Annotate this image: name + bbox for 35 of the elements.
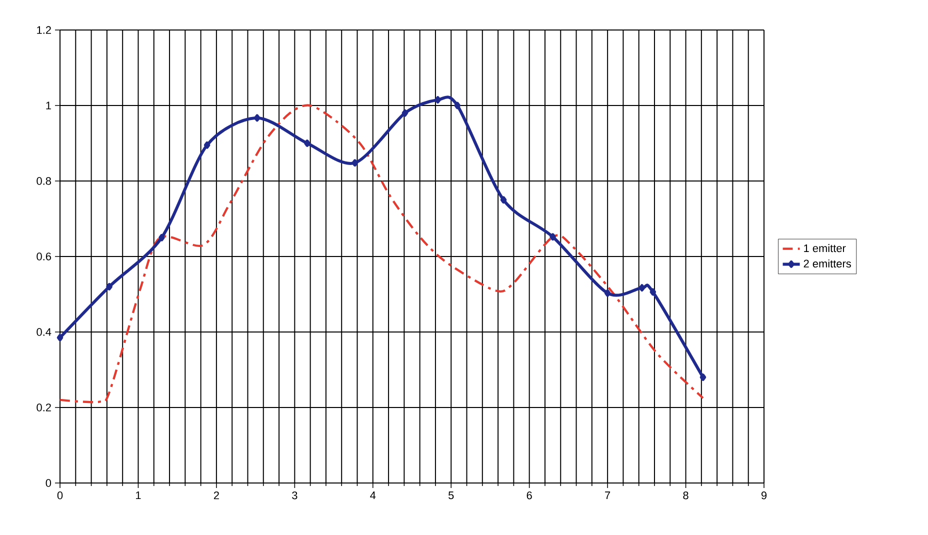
x-tick-label: 8: [683, 492, 688, 500]
legend-label: 2 emitters: [804, 259, 851, 268]
x-tick-label: 7: [605, 492, 610, 500]
point: [402, 109, 408, 117]
point: [352, 159, 358, 167]
point: [638, 284, 646, 292]
point: [304, 140, 310, 147]
y-tick-label: 1: [46, 102, 51, 110]
x-tick-label: 2: [214, 492, 219, 500]
x-tick-label: 3: [292, 492, 298, 500]
point: [434, 96, 441, 104]
point: [500, 196, 507, 204]
point: [204, 141, 210, 149]
point: [550, 233, 556, 241]
y-tick-label: 0.4: [36, 328, 52, 336]
x-tick-label: 0: [57, 492, 63, 500]
point: [158, 234, 165, 242]
point: [700, 374, 706, 381]
x-tick-label: 6: [526, 492, 532, 500]
point: [454, 102, 461, 110]
y-tick-label: 0.8: [36, 177, 52, 185]
legend-label: 1 emitter: [804, 244, 846, 252]
y-tick-label: 1.2: [37, 26, 51, 34]
point: [106, 282, 112, 290]
point: [56, 334, 64, 342]
y-tick-label: 0: [46, 479, 52, 487]
y-tick-label: 0.2: [36, 404, 51, 412]
x-tick-label: 1: [136, 492, 141, 500]
x-tick-label: 4: [370, 492, 376, 500]
y-tick-label: 0.6: [36, 252, 52, 260]
point: [254, 114, 260, 122]
x-tick-label: 9: [761, 492, 767, 500]
point: [604, 289, 611, 297]
x-tick-label: 5: [448, 492, 454, 500]
point: [650, 288, 656, 296]
